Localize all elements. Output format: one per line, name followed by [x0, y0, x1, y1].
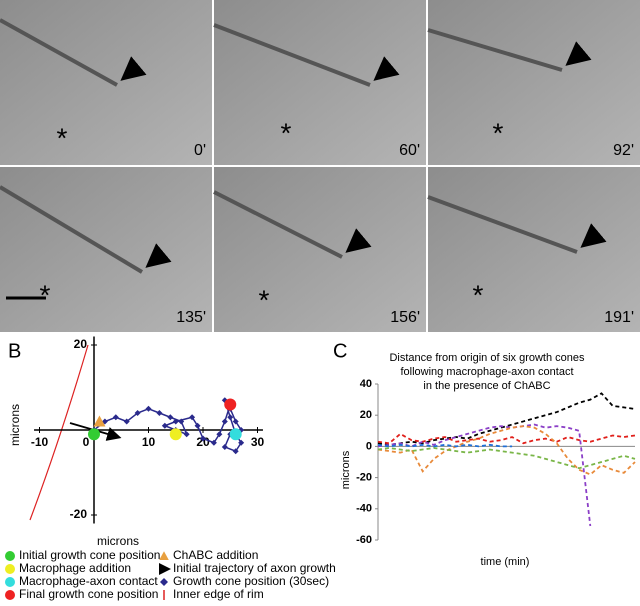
y-tick-label: -60: [356, 534, 372, 546]
legend-swatch: [5, 564, 15, 574]
position-marker: [238, 439, 245, 446]
axon: [427, 195, 578, 254]
position-marker: [232, 418, 239, 425]
chart-title: in the presence of ChABC: [423, 380, 550, 392]
time-label: 156': [390, 309, 420, 326]
asterisk: *: [57, 122, 68, 153]
event-marker: [224, 398, 237, 411]
x-axis-label: time (min): [481, 556, 530, 568]
legend-swatch: [160, 578, 168, 586]
asterisk: *: [281, 117, 292, 148]
asterisk: *: [473, 279, 484, 310]
y-tick-label: -40: [356, 503, 372, 515]
asterisk: *: [493, 117, 504, 148]
position-marker: [145, 405, 152, 412]
legend-label: Growth cone position (30sec): [173, 574, 329, 588]
legend-swatch: [159, 551, 169, 560]
event-marker: [88, 428, 100, 441]
y-tick-label: -20: [70, 507, 88, 521]
x-tick-label: 30: [251, 435, 265, 449]
position-marker: [178, 418, 185, 425]
time-label: 0': [194, 142, 206, 159]
arrow: [345, 228, 372, 253]
x-tick-label: 0: [83, 435, 90, 449]
position-marker: [112, 414, 119, 421]
position-marker: [183, 431, 190, 438]
legend-label: Inner edge of rim: [173, 587, 264, 601]
arrow: [580, 223, 607, 248]
position-marker: [232, 448, 239, 455]
micrograph: [214, 167, 426, 332]
series-line: [377, 392, 636, 446]
asterisk: *: [40, 279, 51, 310]
x-tick-label: 10: [142, 435, 156, 449]
position-marker: [227, 414, 234, 421]
position-marker: [161, 422, 168, 429]
x-tick-label: -10: [31, 435, 49, 449]
panel-label: B: [8, 340, 21, 362]
position-marker: [210, 439, 217, 446]
micrograph: [428, 167, 640, 332]
series-line: [377, 432, 636, 445]
position-marker: [189, 414, 196, 421]
time-label: 191': [604, 309, 634, 326]
legend-label: Macrophage-axon contact: [19, 574, 158, 588]
micrograph: [0, 0, 212, 165]
position-marker: [167, 414, 174, 421]
y-tick-label: 0: [366, 440, 372, 452]
event-marker: [229, 428, 242, 441]
position-marker: [221, 418, 228, 425]
position-marker: [156, 410, 163, 416]
time-label: 135': [176, 309, 206, 326]
legend-swatch: [5, 551, 15, 561]
position-marker: [216, 431, 223, 438]
position-marker: [172, 418, 179, 425]
y-tick-label: 40: [360, 378, 372, 390]
position-marker: [123, 418, 130, 425]
time-label: 92': [613, 142, 634, 159]
micrograph: [428, 0, 640, 165]
position-marker: [134, 410, 141, 416]
arrow: [565, 41, 592, 66]
x-tick-label: 20: [196, 435, 210, 449]
chart-title: Distance from origin of six growth cones: [389, 352, 585, 364]
x-axis-label: microns: [97, 534, 139, 548]
axon: [0, 185, 144, 274]
y-tick-label: 20: [360, 409, 372, 421]
legend-label: ChABC addition: [173, 548, 258, 562]
event-marker: [93, 415, 106, 427]
series-line: [377, 425, 636, 476]
micrograph: [214, 0, 426, 165]
chart-title: following macrophage-axon contact: [400, 366, 573, 378]
legend-swatch: [5, 577, 15, 587]
axon: [213, 23, 371, 87]
legend-label: Initial trajectory of axon growth: [173, 561, 336, 575]
position-marker: [221, 444, 228, 450]
axon: [0, 18, 118, 87]
y-tick-label: -20: [356, 472, 372, 484]
axon: [427, 28, 563, 72]
axon: [213, 190, 343, 259]
arrow: [120, 56, 147, 81]
asterisk: *: [259, 284, 270, 315]
y-axis-label: microns: [8, 404, 22, 446]
rim-edge: [29, 344, 89, 521]
legend-swatch: [5, 590, 15, 600]
legend-label: Final growth cone position: [19, 587, 158, 601]
series-line: [377, 447, 636, 470]
arrow: [145, 243, 172, 268]
panel-label: C: [333, 340, 347, 362]
legend-label: Macrophage addition: [19, 561, 131, 575]
event-marker: [169, 428, 182, 441]
legend-label: Initial growth cone position: [19, 548, 160, 562]
series-line: [377, 443, 513, 448]
position-marker: [194, 422, 201, 429]
y-tick-label: 20: [74, 337, 88, 351]
y-axis-label: microns: [340, 450, 352, 489]
position-marker: [200, 435, 206, 442]
arrow: [373, 56, 400, 81]
time-label: 60': [399, 142, 420, 159]
